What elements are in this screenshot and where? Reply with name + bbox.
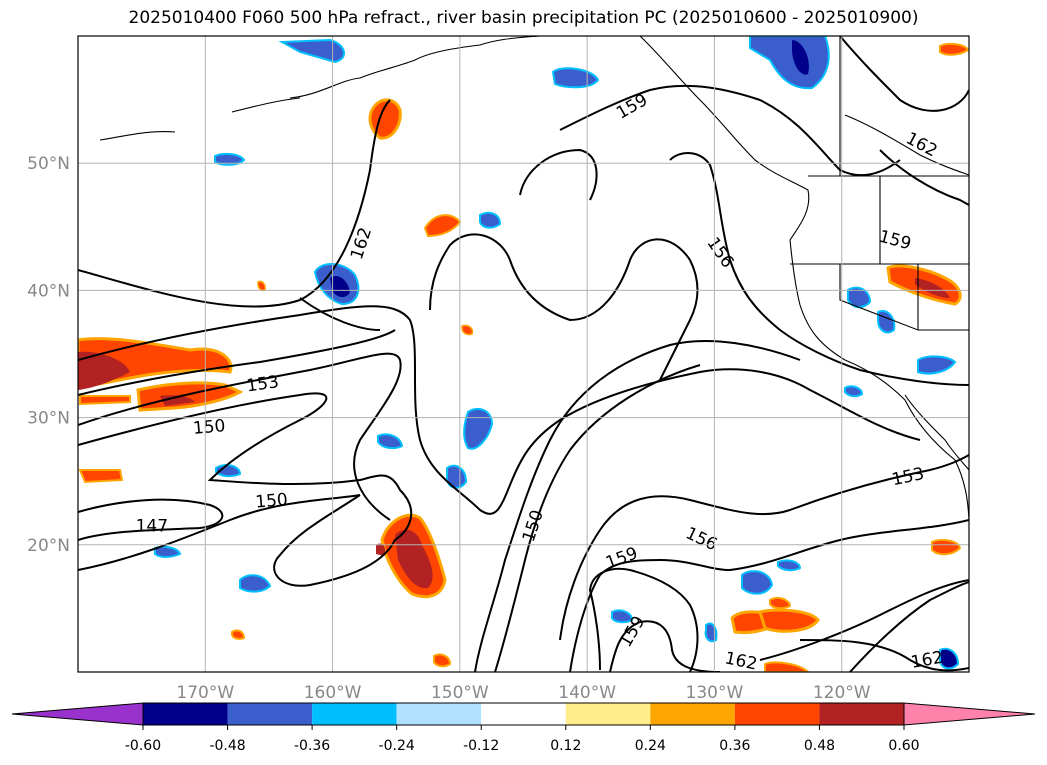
height-contours bbox=[78, 36, 969, 672]
contour-156 bbox=[669, 152, 969, 386]
contour-e-153 bbox=[559, 454, 969, 641]
contour-label: 162 bbox=[902, 129, 940, 162]
longitude-labels: 170°W 160°W 150°W 140°W 130°W 120°W bbox=[176, 683, 870, 703]
contour-label: 150 bbox=[255, 490, 289, 513]
shade-midpac-red bbox=[423, 214, 462, 238]
lon-tick-label: 130°W bbox=[686, 683, 744, 703]
contour-153 bbox=[78, 352, 402, 521]
shade-hawaii bbox=[376, 513, 447, 599]
colorbar-segment bbox=[650, 703, 735, 725]
contour-label: 153 bbox=[245, 372, 280, 396]
colorbar-tick-label: -0.60 bbox=[125, 738, 161, 754]
lon-tick-label: 170°W bbox=[176, 683, 234, 703]
lon-tick-label: 120°W bbox=[813, 683, 871, 703]
colorbar-tick-label: -0.12 bbox=[463, 738, 499, 754]
colorbar-segment bbox=[143, 703, 228, 725]
map-title: 2025010400 F060 500 hPa refract., river … bbox=[128, 8, 919, 28]
colorbar-tick-label: 0.24 bbox=[635, 738, 666, 754]
contour-label: 159 bbox=[877, 227, 914, 255]
contour-162-a bbox=[78, 99, 391, 308]
contour-stream bbox=[474, 340, 801, 672]
colorbar-segment bbox=[396, 703, 482, 725]
precipitation-shading bbox=[78, 36, 969, 672]
contour-label: 162 bbox=[909, 648, 944, 673]
colorbar-segment bbox=[312, 703, 397, 725]
colorbar-segment bbox=[819, 703, 904, 725]
colorbar-tick-label: -0.24 bbox=[379, 738, 415, 754]
contour-e-162b bbox=[759, 579, 969, 661]
contour-stream2 bbox=[494, 364, 701, 672]
contour-label: 150 bbox=[519, 508, 548, 545]
lat-tick-label: 20°N bbox=[27, 536, 70, 556]
colorbar-extend-max bbox=[903, 702, 1036, 726]
lat-tick-label: 40°N bbox=[27, 281, 70, 301]
colorbar-tick-label: 0.36 bbox=[719, 738, 750, 754]
shade-east-red bbox=[231, 42, 969, 672]
contour-label: 153 bbox=[890, 464, 926, 490]
contour-label: 150 bbox=[192, 416, 226, 439]
contour-label: 159 bbox=[613, 90, 651, 124]
lon-tick-label: 150°W bbox=[431, 683, 489, 703]
colorbar-segment bbox=[481, 703, 566, 725]
colorbar-tick-label: 0.48 bbox=[804, 738, 835, 754]
colorbar-segment bbox=[227, 703, 313, 725]
gridlines bbox=[78, 36, 969, 672]
colorbar-outline bbox=[142, 702, 905, 726]
contour-e-159 bbox=[588, 567, 699, 672]
colorbar bbox=[11, 702, 1036, 730]
colorbar-tick-label: -0.48 bbox=[209, 738, 245, 754]
lat-tick-label: 50°N bbox=[27, 154, 70, 174]
colorbar-tick-label: -0.36 bbox=[294, 738, 330, 754]
coastlines bbox=[99, 36, 969, 521]
contour-west-159 bbox=[78, 329, 396, 396]
contour-label: 159 bbox=[603, 544, 640, 574]
contour-lobe bbox=[519, 148, 598, 201]
lat-tick-label: 30°N bbox=[27, 409, 70, 429]
contour-label: 162 bbox=[723, 648, 759, 674]
contour-se bbox=[799, 639, 969, 672]
contour-mid bbox=[429, 233, 699, 381]
contour-150-b bbox=[78, 494, 361, 571]
contour-e-156 bbox=[569, 519, 969, 672]
contour-e-162c bbox=[849, 581, 969, 672]
colorbar-segment bbox=[734, 703, 820, 725]
contour-162-b bbox=[299, 297, 381, 331]
contour-label: 147 bbox=[136, 517, 168, 537]
lon-tick-label: 160°W bbox=[304, 683, 362, 703]
contour-159 bbox=[559, 84, 901, 177]
colorbar-tick-label: 0.12 bbox=[550, 738, 581, 754]
colorbar-labels: -0.60 -0.48 -0.36 -0.24 -0.12 0.12 0.24 0.36 0.4… bbox=[125, 738, 920, 754]
contour-ne2 bbox=[879, 149, 969, 206]
contour-150-a bbox=[78, 392, 413, 587]
colorbar-segment bbox=[565, 703, 651, 725]
contour-label: 162 bbox=[347, 225, 376, 262]
lon-tick-label: 140°W bbox=[558, 683, 616, 703]
contour-west-156 bbox=[78, 305, 921, 515]
latitude-labels: 20°N 30°N 40°N 50°N bbox=[27, 154, 70, 556]
map-frame bbox=[77, 35, 970, 673]
colorbar-tick-label: 0.60 bbox=[888, 738, 919, 754]
colorbar-extend-min bbox=[11, 702, 144, 726]
contour-e-162 bbox=[609, 620, 721, 672]
contour-ne bbox=[839, 36, 969, 112]
contour-147 bbox=[78, 498, 224, 541]
